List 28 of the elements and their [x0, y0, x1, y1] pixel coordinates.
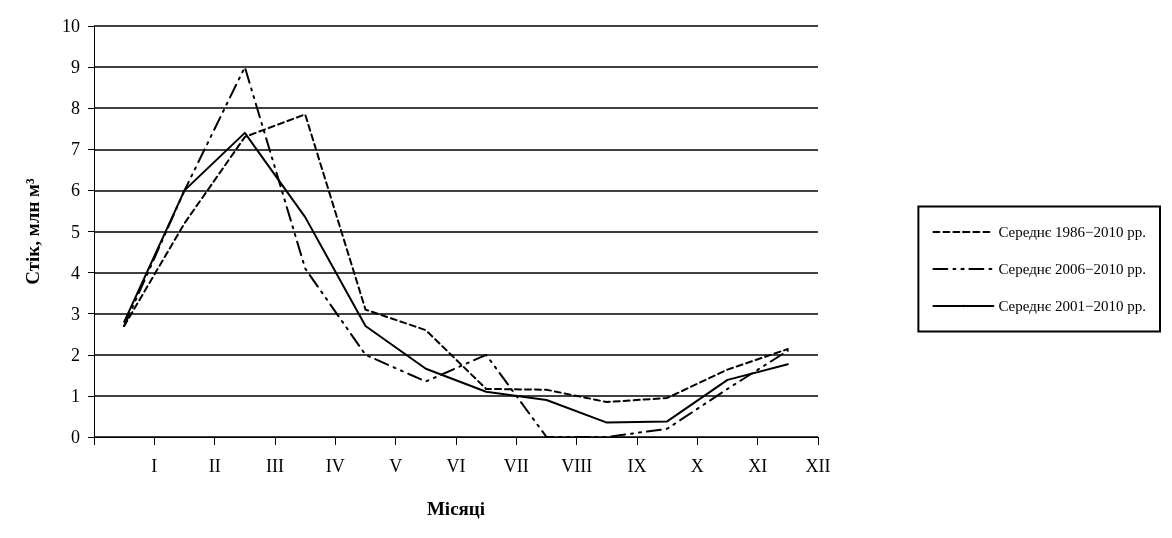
y-tick-label: 8: [71, 98, 80, 119]
x-tick-label: II: [208, 456, 221, 476]
y-tick-label: 0: [71, 427, 80, 447]
x-axis-title: Місяці: [426, 498, 486, 519]
x-tick-label: I: [151, 456, 158, 476]
x-tick-label: IX: [627, 456, 647, 476]
y-tick-label: 3: [71, 303, 80, 324]
x-tick-label: VIII: [561, 456, 593, 476]
legend-label: Середнє 2006−2010 рр.: [998, 261, 1147, 277]
x-tick-label: X: [690, 456, 704, 476]
y-tick-label: 10: [62, 16, 80, 36]
y-tick-label: 1: [71, 385, 80, 406]
x-tick-label: XII: [805, 456, 831, 476]
y-axis-title: Стік, млн м³: [22, 177, 43, 285]
y-tick-label: 5: [71, 221, 80, 242]
x-tick-label: III: [266, 456, 284, 476]
legend-label: Середнє 1986−2010 рр.: [998, 224, 1147, 240]
x-tick-label: XI: [748, 456, 768, 476]
y-tick-label: 9: [71, 57, 80, 78]
legend-label: Середнє 2001−2010 рр.: [998, 298, 1147, 314]
y-tick-label: 7: [71, 139, 80, 160]
y-tick-label: 2: [71, 344, 80, 365]
x-tick-label: IV: [325, 456, 345, 476]
y-tick-label: 6: [71, 180, 80, 201]
x-tick-label: VII: [503, 456, 529, 476]
x-tick-label: VI: [446, 456, 466, 476]
x-tick-label: V: [389, 456, 403, 476]
y-tick-label: 4: [71, 262, 80, 283]
